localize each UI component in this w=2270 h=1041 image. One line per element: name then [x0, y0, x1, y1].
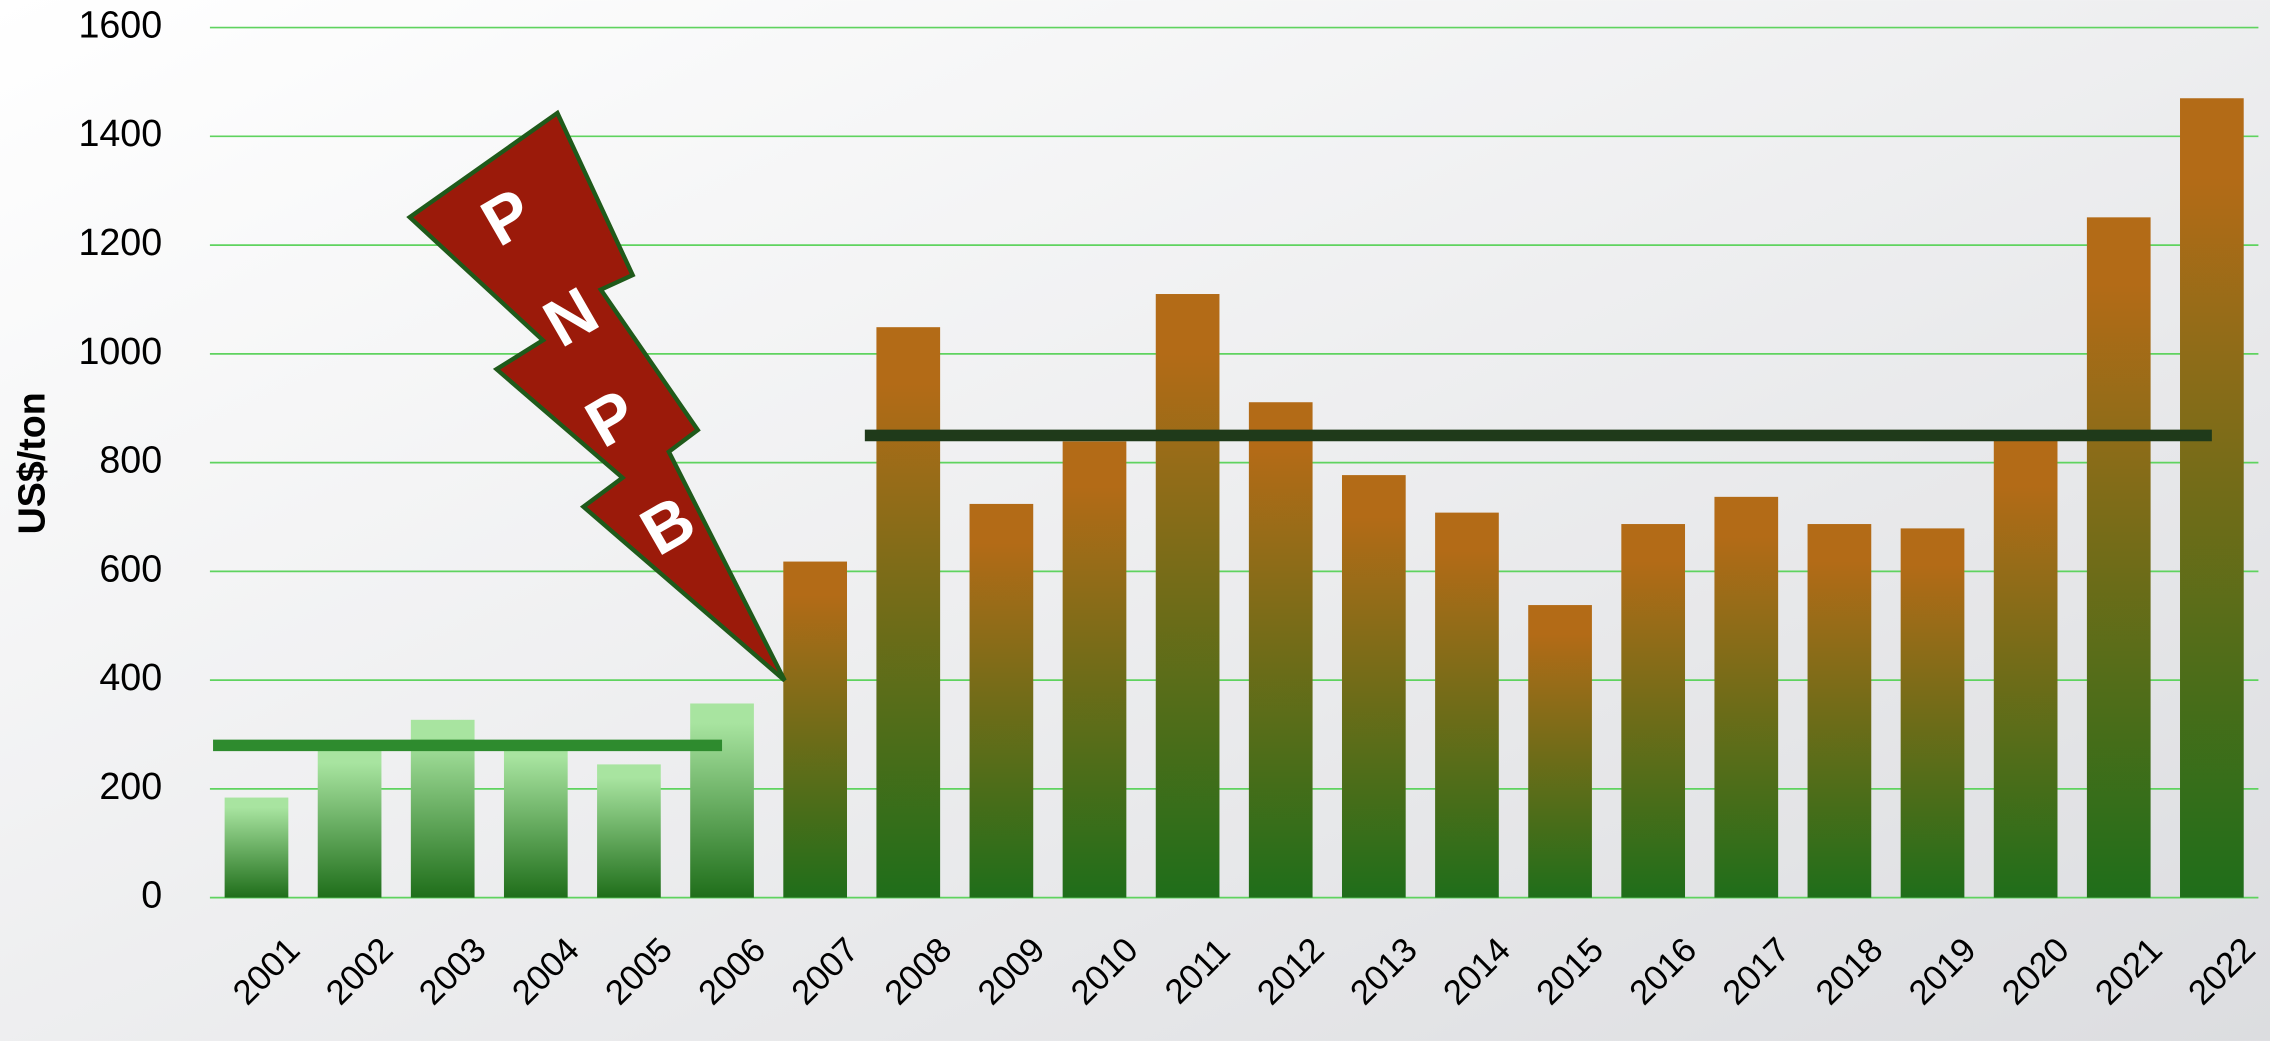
- y-tick-label: 0: [141, 874, 162, 916]
- bar: [1994, 441, 2058, 898]
- chart: US$/ton 02004006008001000120014001600200…: [0, 0, 2270, 1041]
- bar: [1156, 294, 1220, 898]
- bar: [1435, 513, 1499, 898]
- y-tick-label: 1600: [78, 3, 162, 45]
- bar: [876, 327, 940, 897]
- y-tick-label: 200: [99, 765, 162, 807]
- bar: [783, 562, 847, 898]
- bar: [1249, 402, 1313, 897]
- y-tick-label: 800: [99, 439, 162, 481]
- bar: [2087, 217, 2151, 897]
- bar: [318, 748, 382, 898]
- y-tick-label: 600: [99, 547, 162, 589]
- y-axis-label: US$/ton: [11, 392, 53, 534]
- bar: [597, 764, 661, 897]
- y-tick-label: 1000: [78, 330, 162, 372]
- bar: [1901, 528, 1965, 897]
- bar: [1714, 497, 1778, 898]
- bar: [225, 798, 289, 898]
- y-tick-label: 1400: [78, 112, 162, 154]
- y-tick-label: 1200: [78, 221, 162, 263]
- bar: [504, 741, 568, 898]
- bar: [970, 504, 1034, 898]
- bar: [1808, 524, 1872, 898]
- bar: [2180, 98, 2244, 897]
- bar: [1342, 475, 1406, 898]
- bar: [1528, 605, 1592, 898]
- bar: [690, 703, 754, 897]
- bar: [1063, 441, 1127, 897]
- bar: [1621, 524, 1685, 898]
- y-tick-label: 400: [99, 656, 162, 698]
